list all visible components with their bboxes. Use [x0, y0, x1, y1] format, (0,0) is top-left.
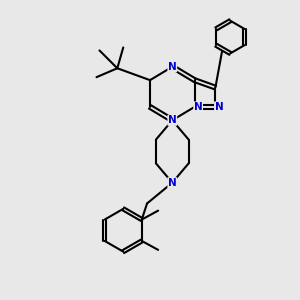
Text: N: N	[168, 178, 177, 188]
Text: N: N	[168, 115, 177, 125]
Text: N: N	[214, 102, 223, 112]
Text: N: N	[168, 62, 177, 72]
Text: N: N	[194, 102, 203, 112]
